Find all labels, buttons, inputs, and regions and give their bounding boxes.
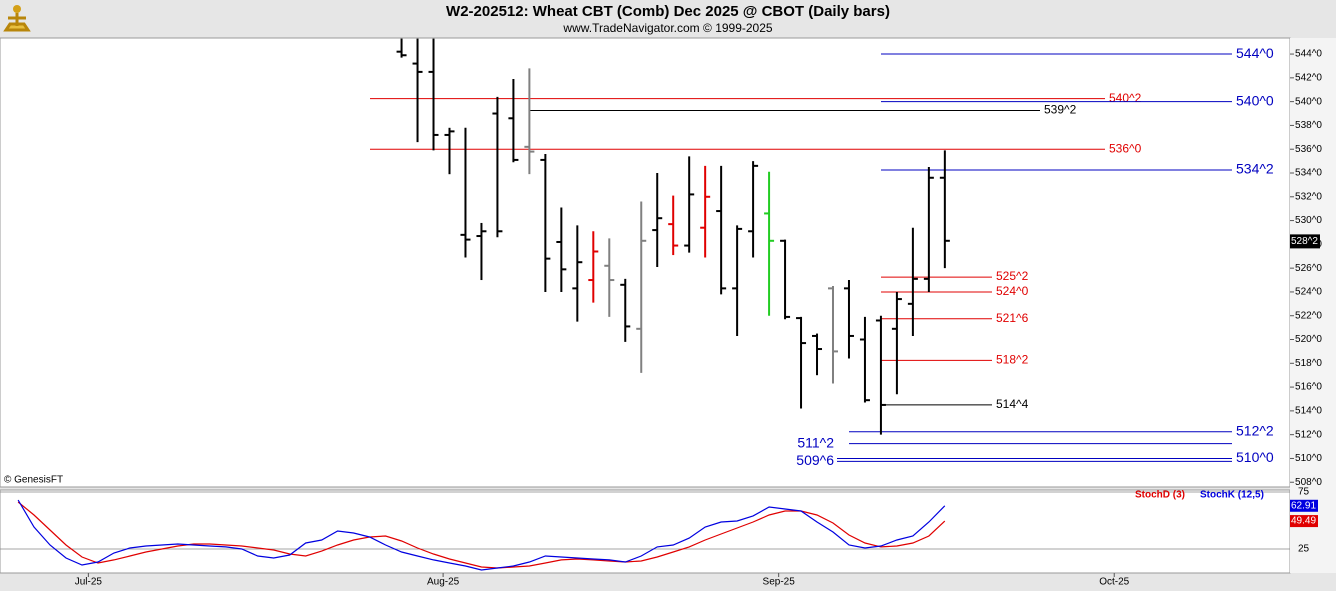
y-tick-label: 540^0: [1295, 96, 1322, 107]
level-label: 512^2: [1236, 422, 1274, 438]
value-box: [1290, 515, 1318, 528]
y-tick-label: 520^0: [1295, 334, 1322, 345]
x-tick-label: Sep-25: [763, 577, 796, 588]
value-label: 49.49: [1291, 516, 1316, 527]
level-label: 536^0: [1109, 141, 1142, 155]
level-label: 518^2: [996, 353, 1029, 367]
legend-entry: StochD (3): [1135, 490, 1185, 501]
price-panel: [0, 37, 1291, 488]
level-label: 540^0: [1236, 92, 1274, 108]
level-label: 521^6: [996, 311, 1029, 325]
y-tick-label: 538^0: [1295, 120, 1322, 131]
level-label: 514^4: [996, 397, 1029, 411]
level-label: 534^2: [1236, 161, 1274, 177]
y-tick-label: 536^0: [1295, 144, 1322, 155]
level-label: 544^0: [1236, 45, 1274, 61]
level-label: 511^2: [797, 434, 834, 450]
watermark: © GenesisFT: [4, 475, 63, 486]
value-label: 62.91: [1291, 500, 1316, 511]
level-label: 509^6: [796, 452, 834, 468]
value-box: [1290, 499, 1318, 512]
y-tick-label: 526^0: [1295, 263, 1322, 274]
y-tick-label: 544^0: [1295, 49, 1322, 60]
logo: [3, 5, 31, 32]
level-label: 510^0: [1236, 449, 1274, 465]
y-tick-label: 532^0: [1295, 191, 1322, 202]
y-tick-label: 542^0: [1295, 72, 1322, 83]
chart-subtitle: www.TradeNavigator.com © 1999-2025: [562, 21, 772, 35]
right-axis: [1290, 38, 1336, 573]
y-tick-label: 25: [1298, 544, 1310, 555]
y-tick-label: 75: [1298, 487, 1310, 498]
y-tick-label: 530^0: [1295, 215, 1322, 226]
chart-title: W2-202512: Wheat CBT (Comb) Dec 2025 @ C…: [446, 3, 890, 20]
y-tick-label: 516^0: [1295, 382, 1322, 393]
y-tick-label: 534^0: [1295, 168, 1322, 179]
level-label: 524^0: [996, 284, 1029, 298]
x-tick-label: Jul-25: [75, 577, 103, 588]
x-tick-label: Oct-25: [1099, 577, 1129, 588]
y-tick-label: 510^0: [1295, 453, 1322, 464]
y-tick-label: 512^0: [1295, 429, 1322, 440]
level-label: 540^2: [1109, 91, 1142, 105]
stoch-line: [17, 501, 946, 569]
stoch-line: [17, 499, 946, 571]
legend-entry: StochK (12,5): [1200, 490, 1264, 501]
last-price-label: 528^2: [1291, 236, 1318, 247]
x-tick-label: Aug-25: [427, 577, 460, 588]
y-tick-label: 518^0: [1295, 358, 1322, 369]
y-tick-label: 508^0: [1295, 477, 1322, 488]
y-tick-label: 524^0: [1295, 287, 1322, 298]
level-label: 539^2: [1044, 103, 1077, 117]
y-tick-label: 522^0: [1295, 310, 1322, 321]
level-label: 525^2: [996, 269, 1029, 283]
last-price-box: [1290, 234, 1320, 249]
stoch-panel: [0, 489, 1291, 574]
y-tick-label: 514^0: [1295, 406, 1322, 417]
